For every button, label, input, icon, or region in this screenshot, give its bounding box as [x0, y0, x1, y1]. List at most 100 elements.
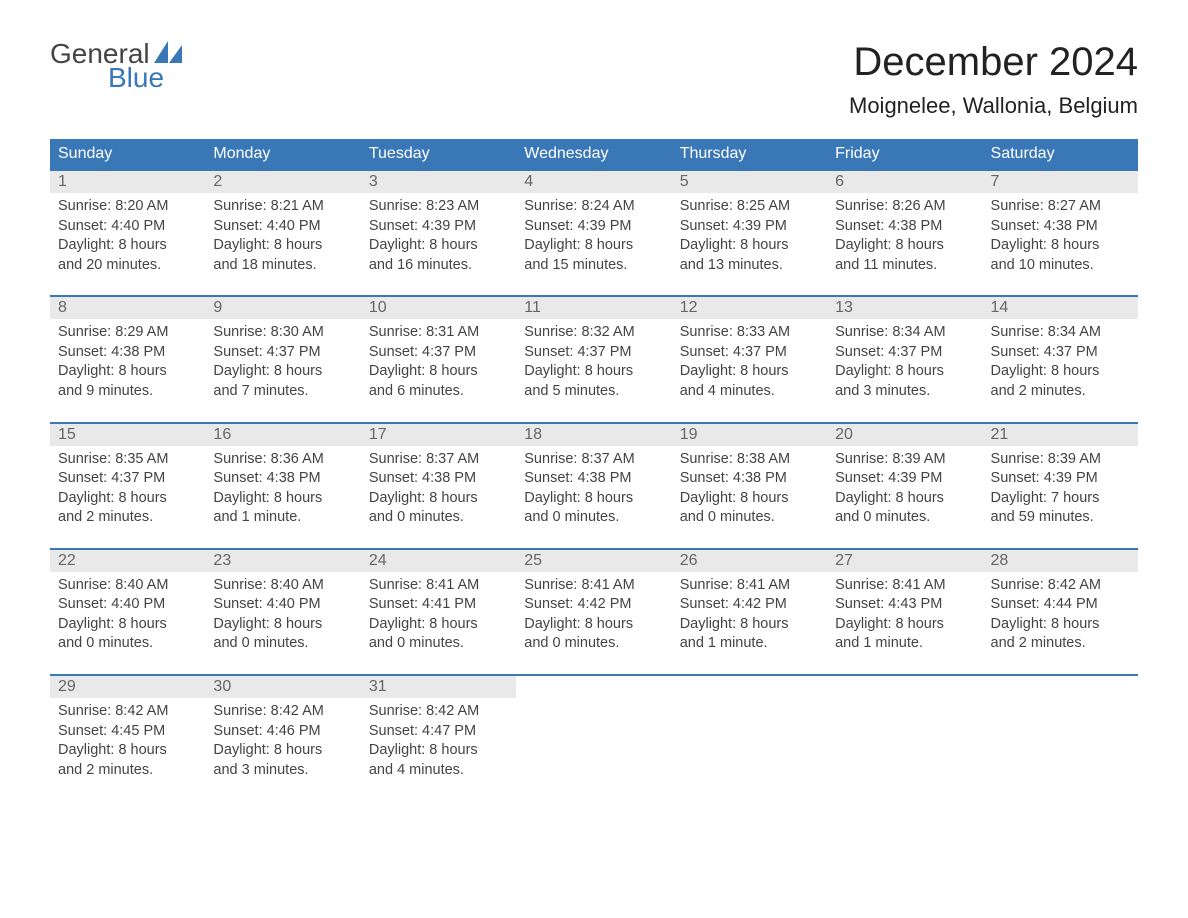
day-number: 29	[50, 676, 205, 698]
sunset-text: Sunset: 4:40 PM	[58, 217, 197, 237]
day-cell: Sunrise: 8:37 AMSunset: 4:38 PMDaylight:…	[361, 446, 516, 548]
d1-text: Daylight: 8 hours	[213, 741, 352, 761]
sunrise-text: Sunrise: 8:32 AM	[524, 323, 663, 343]
sunrise-text: Sunrise: 8:37 AM	[369, 450, 508, 470]
week-row: 15161718192021Sunrise: 8:35 AMSunset: 4:…	[50, 422, 1138, 548]
day-number: 16	[205, 424, 360, 446]
d1-text: Daylight: 8 hours	[835, 615, 974, 635]
day-number: 28	[983, 550, 1138, 572]
day-cell: Sunrise: 8:20 AMSunset: 4:40 PMDaylight:…	[50, 193, 205, 295]
sunset-text: Sunset: 4:44 PM	[991, 595, 1130, 615]
day-number: 8	[50, 297, 205, 319]
day-cell: Sunrise: 8:42 AMSunset: 4:44 PMDaylight:…	[983, 572, 1138, 674]
d2-text: and 7 minutes.	[213, 382, 352, 402]
day-number: 12	[672, 297, 827, 319]
d1-text: Daylight: 8 hours	[369, 362, 508, 382]
month-title: December 2024	[849, 40, 1138, 85]
day-cell	[827, 698, 982, 800]
day-number	[983, 676, 1138, 698]
sunset-text: Sunset: 4:39 PM	[991, 469, 1130, 489]
d2-text: and 5 minutes.	[524, 382, 663, 402]
day-cell: Sunrise: 8:27 AMSunset: 4:38 PMDaylight:…	[983, 193, 1138, 295]
sunset-text: Sunset: 4:41 PM	[369, 595, 508, 615]
d2-text: and 1 minute.	[213, 508, 352, 528]
day-number: 13	[827, 297, 982, 319]
d1-text: Daylight: 8 hours	[991, 362, 1130, 382]
title-block: December 2024 Moignelee, Wallonia, Belgi…	[849, 40, 1138, 119]
day-cell: Sunrise: 8:32 AMSunset: 4:37 PMDaylight:…	[516, 319, 671, 421]
sunset-text: Sunset: 4:38 PM	[680, 469, 819, 489]
sunrise-text: Sunrise: 8:41 AM	[369, 576, 508, 596]
d2-text: and 59 minutes.	[991, 508, 1130, 528]
d2-text: and 11 minutes.	[835, 256, 974, 276]
d1-text: Daylight: 8 hours	[213, 236, 352, 256]
week-row: 22232425262728Sunrise: 8:40 AMSunset: 4:…	[50, 548, 1138, 674]
day-number: 22	[50, 550, 205, 572]
sunset-text: Sunset: 4:38 PM	[213, 469, 352, 489]
dow-sunday: Sunday	[50, 139, 205, 169]
sunrise-text: Sunrise: 8:34 AM	[991, 323, 1130, 343]
sunset-text: Sunset: 4:38 PM	[369, 469, 508, 489]
sunrise-text: Sunrise: 8:35 AM	[58, 450, 197, 470]
day-number: 25	[516, 550, 671, 572]
d2-text: and 9 minutes.	[58, 382, 197, 402]
sunrise-text: Sunrise: 8:31 AM	[369, 323, 508, 343]
d1-text: Daylight: 8 hours	[58, 362, 197, 382]
sunrise-text: Sunrise: 8:38 AM	[680, 450, 819, 470]
day-cell: Sunrise: 8:23 AMSunset: 4:39 PMDaylight:…	[361, 193, 516, 295]
day-number: 19	[672, 424, 827, 446]
sunrise-text: Sunrise: 8:40 AM	[58, 576, 197, 596]
sunrise-text: Sunrise: 8:41 AM	[680, 576, 819, 596]
d2-text: and 1 minute.	[680, 634, 819, 654]
day-cell: Sunrise: 8:41 AMSunset: 4:42 PMDaylight:…	[516, 572, 671, 674]
day-cell	[672, 698, 827, 800]
d2-text: and 4 minutes.	[680, 382, 819, 402]
day-number-row: 15161718192021	[50, 422, 1138, 446]
sunset-text: Sunset: 4:37 PM	[835, 343, 974, 363]
day-number-row: 891011121314	[50, 295, 1138, 319]
d1-text: Daylight: 8 hours	[680, 236, 819, 256]
d1-text: Daylight: 8 hours	[991, 615, 1130, 635]
d2-text: and 2 minutes.	[58, 761, 197, 781]
header: General Blue December 2024 Moignelee, Wa…	[50, 40, 1138, 119]
day-cell: Sunrise: 8:38 AMSunset: 4:38 PMDaylight:…	[672, 446, 827, 548]
d2-text: and 4 minutes.	[369, 761, 508, 781]
day-cell	[516, 698, 671, 800]
sunset-text: Sunset: 4:38 PM	[524, 469, 663, 489]
day-cell: Sunrise: 8:30 AMSunset: 4:37 PMDaylight:…	[205, 319, 360, 421]
d1-text: Daylight: 7 hours	[991, 489, 1130, 509]
day-cell: Sunrise: 8:41 AMSunset: 4:41 PMDaylight:…	[361, 572, 516, 674]
sunset-text: Sunset: 4:40 PM	[213, 217, 352, 237]
dow-wednesday: Wednesday	[516, 139, 671, 169]
day-number: 10	[361, 297, 516, 319]
day-number: 4	[516, 171, 671, 193]
d1-text: Daylight: 8 hours	[835, 362, 974, 382]
day-cell: Sunrise: 8:34 AMSunset: 4:37 PMDaylight:…	[827, 319, 982, 421]
day-cell: Sunrise: 8:42 AMSunset: 4:45 PMDaylight:…	[50, 698, 205, 800]
dow-monday: Monday	[205, 139, 360, 169]
day-cell: Sunrise: 8:42 AMSunset: 4:46 PMDaylight:…	[205, 698, 360, 800]
day-detail-row: Sunrise: 8:35 AMSunset: 4:37 PM Daylight:…	[50, 446, 1138, 548]
day-number: 17	[361, 424, 516, 446]
sunrise-text: Sunrise: 8:42 AM	[369, 702, 508, 722]
day-number: 5	[672, 171, 827, 193]
d1-text: Daylight: 8 hours	[524, 489, 663, 509]
day-of-week-header: Sunday Monday Tuesday Wednesday Thursday…	[50, 139, 1138, 169]
day-number: 9	[205, 297, 360, 319]
d1-text: Daylight: 8 hours	[369, 741, 508, 761]
d1-text: Daylight: 8 hours	[835, 489, 974, 509]
week-row: 891011121314Sunrise: 8:29 AMSunset: 4:38…	[50, 295, 1138, 421]
d1-text: Daylight: 8 hours	[991, 236, 1130, 256]
d1-text: Daylight: 8 hours	[58, 236, 197, 256]
day-cell: Sunrise: 8:21 AMSunset: 4:40 PMDaylight:…	[205, 193, 360, 295]
sunset-text: Sunset: 4:37 PM	[58, 469, 197, 489]
day-number: 2	[205, 171, 360, 193]
day-number: 15	[50, 424, 205, 446]
d1-text: Daylight: 8 hours	[524, 615, 663, 635]
day-cell: Sunrise: 8:34 AMSunset: 4:37 PMDaylight:…	[983, 319, 1138, 421]
day-number	[672, 676, 827, 698]
sunset-text: Sunset: 4:39 PM	[524, 217, 663, 237]
logo-text-2: Blue	[108, 64, 164, 92]
d1-text: Daylight: 8 hours	[369, 489, 508, 509]
d1-text: Daylight: 8 hours	[213, 362, 352, 382]
